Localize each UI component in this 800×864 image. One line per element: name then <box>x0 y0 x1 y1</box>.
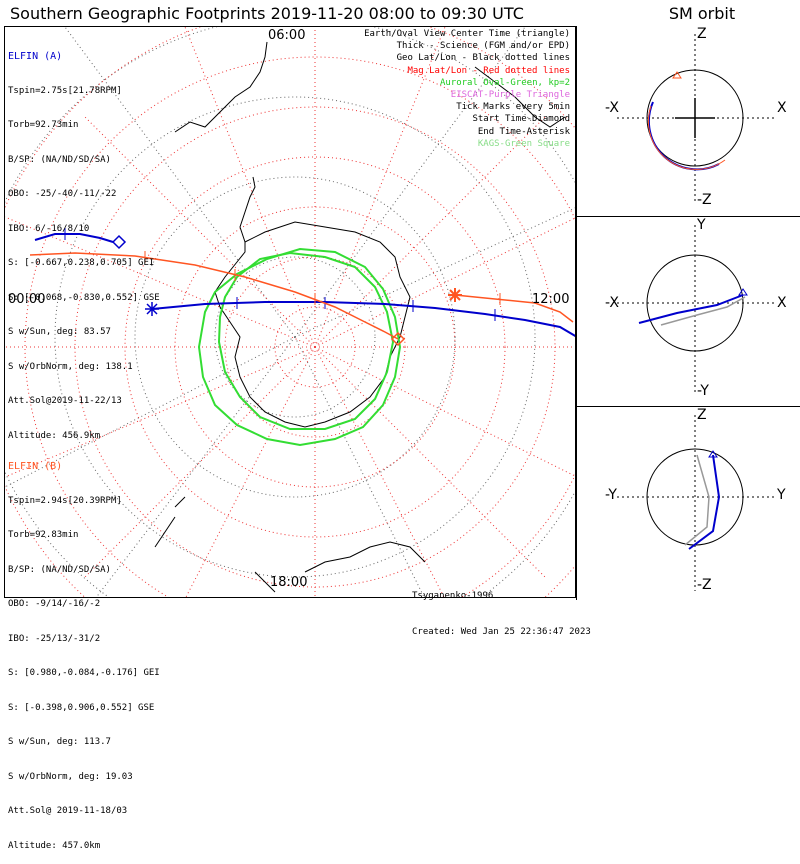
sm-orbit-xz-svg <box>617 34 777 202</box>
page-title: Southern Geographic Footprints 2019-11-2… <box>10 4 524 23</box>
legend-item: Geo Lat/Lon - Black dotted lines <box>396 53 570 64</box>
elfin-b-line: OBO: -9/14/-16/-2 <box>8 599 101 609</box>
elfin-b-ticks <box>144 251 501 305</box>
elfin-a-info: ELFIN (A) Tspin=2.75s[21.78RPM] Torb=92.… <box>8 28 160 454</box>
geo-grid <box>5 27 575 597</box>
mag-grid <box>5 27 575 597</box>
elfin-a-line: Tspin=2.75s[21.78RPM] <box>8 85 122 96</box>
elfin-a-end-asterisk <box>145 302 159 316</box>
elfin-b-start-diamond <box>390 331 406 347</box>
axis-right: X <box>777 100 787 116</box>
elfin-a-start-diamond <box>111 234 127 250</box>
legend-item: Auroral Oval-Green, kp=2 <box>439 77 570 88</box>
elfin-a-line: Torb=92.73min <box>8 120 79 130</box>
legend-item: Earth/Oval View Center Time (triangle) <box>364 29 570 39</box>
clock-label-top: 06:00 <box>268 28 306 43</box>
elfin-b-line: Torb=92.83min <box>8 530 79 540</box>
sm-orbit-xy-svg <box>617 225 777 393</box>
credit-author: Tsyganenko-1996 <box>412 591 494 601</box>
clock-label-right: 12:00 <box>532 292 570 307</box>
elfin-b-line: Att.Sol@ 2019-11-18/03 <box>8 806 128 816</box>
sm-orbit-title: SM orbit <box>668 4 736 23</box>
legend-item: End Time-Asterisk <box>477 126 570 137</box>
axis-bottom: -Y <box>697 383 709 399</box>
legend-item: Start Time-Diamond <box>472 114 570 125</box>
clock-label-bottom: 18:00 <box>270 575 308 590</box>
auroral-oval <box>197 247 402 447</box>
elfin-b-info: ELFIN (B) Tspin=2.94s[20.39RPM] Torb=92.… <box>8 438 160 864</box>
elfin-a-line: OBO: -25/-40/-11/-22 <box>8 189 117 199</box>
elfin-a-line: S: [-0.667,0.238,0.705] GEI <box>8 258 155 268</box>
legend-item: KAGS-Green Square <box>477 138 570 149</box>
axis-top: Z <box>697 407 707 423</box>
credit-info: Tsyganenko-1996 Created: Wed Jan 25 22:3… <box>412 566 591 650</box>
sm-orbit-panel-xz: Z -Z -X X <box>576 26 800 216</box>
axis-top: Y <box>697 217 706 233</box>
elfin-b-line: S w/OrbNorm, deg: 19.03 <box>8 771 133 782</box>
legend-item: Thick - Science (FGM and/or EPD) <box>396 41 570 52</box>
elfin-a-name: ELFIN (A) <box>8 51 63 62</box>
axis-bottom: -Z <box>697 577 712 593</box>
elfin-a-line: Altitude: 456.9km <box>8 430 101 441</box>
elfin-b-line: Altitude: 457.0km <box>8 840 101 851</box>
legend-item: EISCAT-Purple Triangle <box>450 90 570 101</box>
axis-top: Z <box>697 26 707 42</box>
elfin-b-line: S: [0.980,-0.084,-0.176] GEI <box>8 668 160 678</box>
clock-label-left: 00:00 <box>8 292 46 307</box>
legend-item: Mag Lat/Lon - Red dotted lines <box>407 65 570 76</box>
map-legend: Earth/Oval View Center Time (triangle) T… <box>364 28 570 150</box>
sm-orbit-panel-yz: Z -Z -Y Y <box>576 406 800 600</box>
elfin-a-line: B/SP: (NA/ND/SD/SA) <box>8 154 111 165</box>
elfin-a-line: S w/OrbNorm, deg: 138.1 <box>8 361 133 372</box>
elfin-b-line: Tspin=2.94s[20.39RPM] <box>8 495 122 506</box>
axis-bottom: -Z <box>697 192 712 208</box>
elfin-b-end-asterisk <box>448 288 462 302</box>
elfin-a-line: IBO: 6/-16/8/10 <box>8 223 90 234</box>
elfin-a-line: S w/Sun, deg: 83.57 <box>8 327 111 337</box>
axis-right: X <box>777 295 787 311</box>
sm-orbit-panel-xy: Y -Y -X X <box>576 216 800 406</box>
axis-left: -X <box>605 295 619 311</box>
axis-left: -Y <box>605 487 617 503</box>
credit-created: Created: Wed Jan 25 22:36:47 2023 <box>412 627 591 637</box>
elfin-b-line: IBO: -25/13/-31/2 <box>8 633 101 644</box>
axis-left: -X <box>605 100 619 116</box>
footprint-map <box>4 26 576 598</box>
elfin-a-line: S: [-0.068,-0.830,0.552] GSE <box>8 292 160 303</box>
axis-right: Y <box>777 487 786 503</box>
elfin-b-line: B/SP: (NA/ND/SD/SA) <box>8 564 111 575</box>
elfin-b-line: S w/Sun, deg: 113.7 <box>8 737 111 747</box>
elfin-b-line: S: [-0.398,0.906,0.552] GSE <box>8 702 155 713</box>
elfin-b-track <box>29 251 574 347</box>
polar-map-svg <box>5 27 575 597</box>
elfin-b-name: ELFIN (B) <box>8 461 63 472</box>
legend-item: Tick Marks every 5min <box>456 102 570 113</box>
sm-orbit-yz-svg <box>617 415 777 591</box>
elfin-a-line: Att.Sol@2019-11-22/13 <box>8 396 122 406</box>
